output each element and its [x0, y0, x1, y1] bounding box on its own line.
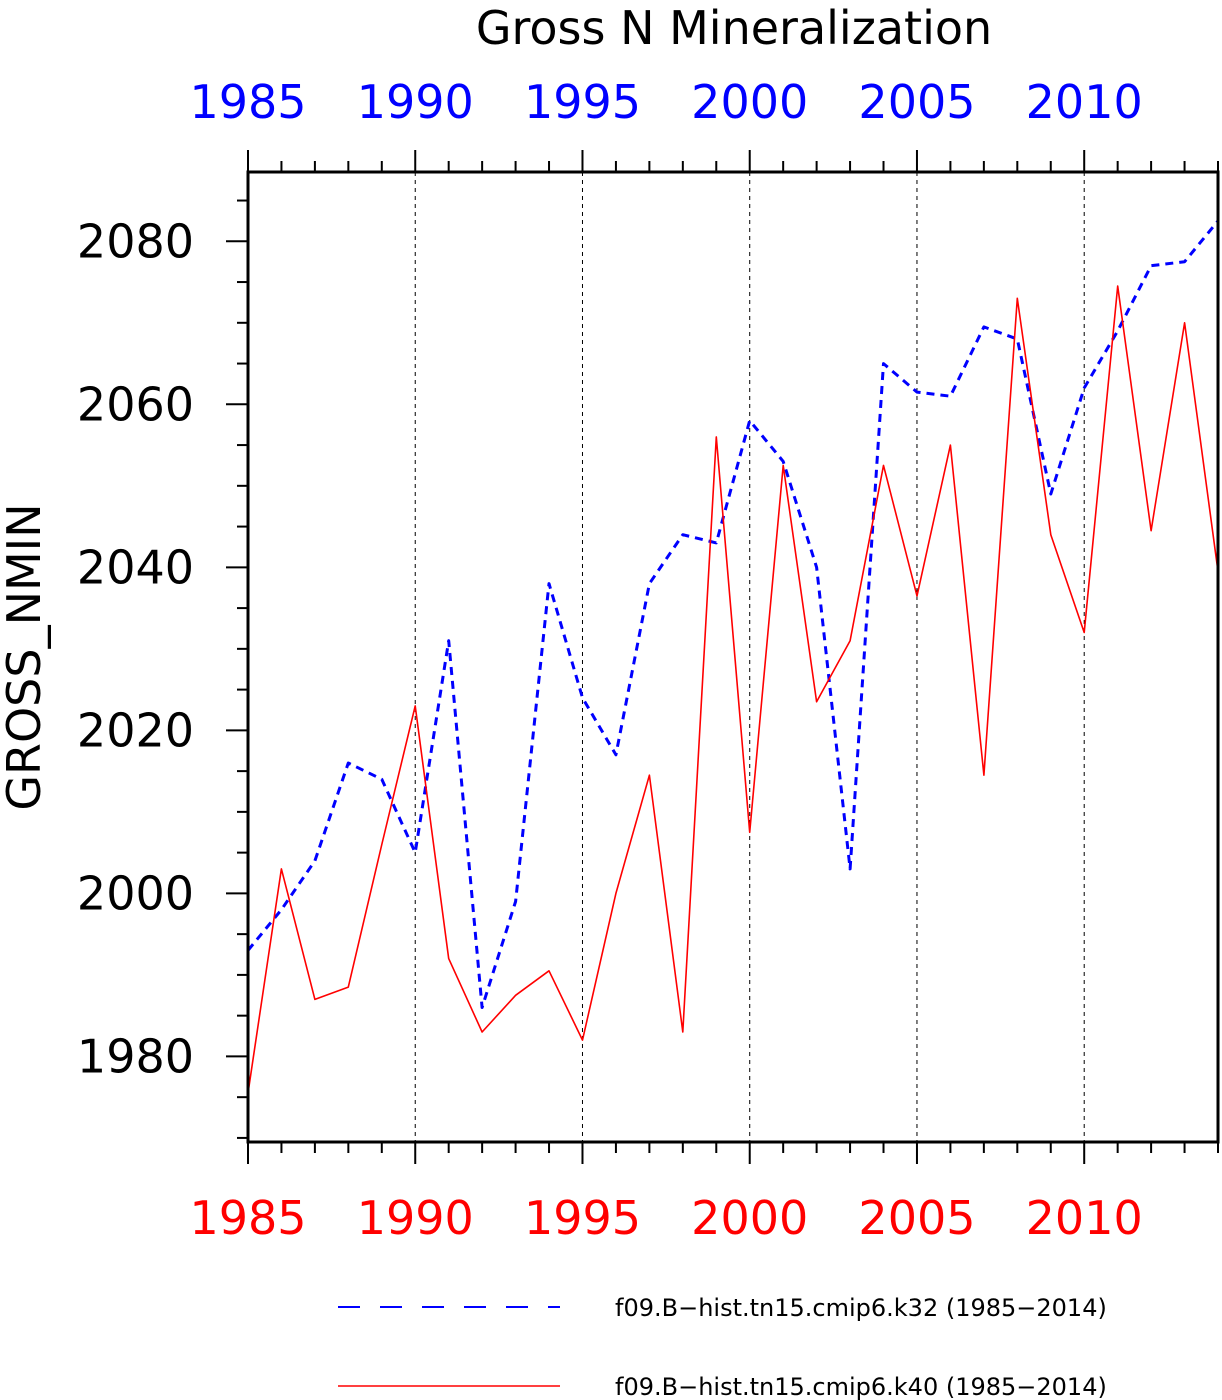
bottom-x-tick-label: 2005 — [858, 1191, 975, 1245]
series-line-2 — [247, 285, 1219, 1094]
y-tick-label: 2000 — [77, 866, 194, 920]
legend: f09.B−hist.tn15.cmip6.k32 (1985−2014) f09… — [338, 1294, 1107, 1400]
y-tick-label: 2080 — [77, 214, 194, 268]
y-tick-label: 2020 — [77, 703, 194, 757]
series-line-1 — [246, 219, 1220, 1009]
plot-series — [246, 219, 1220, 1094]
chart-title: Gross N Mineralization — [476, 1, 992, 55]
bottom-x-tick-label: 2000 — [691, 1191, 808, 1245]
legend-label-1: f09.B−hist.tn15.cmip6.k32 (1985−2014) — [615, 1294, 1107, 1322]
top-x-tick-label: 1985 — [189, 75, 306, 129]
top-x-tick-label: 2010 — [1026, 75, 1143, 129]
bottom-x-tick-label: 1985 — [189, 1191, 306, 1245]
y-tick-label: 2060 — [77, 377, 194, 431]
bottom-x-tick-label: 1995 — [524, 1191, 641, 1245]
plot-frame — [246, 170, 1220, 1144]
top-x-tick-label: 1990 — [357, 75, 474, 129]
y-axis-label: GROSS_NMIN — [0, 503, 51, 810]
axis-ticks — [226, 150, 1219, 1164]
y-tick-label: 2040 — [77, 540, 194, 594]
bottom-x-tick-label: 1990 — [357, 1191, 474, 1245]
legend-label-2: f09.B−hist.tn15.cmip6.k40 (1985−2014) — [615, 1373, 1107, 1400]
top-x-tick-label: 2000 — [691, 75, 808, 129]
tick-labels: 1985 1985 1990 1990 1995 1995 2000 2000 2005 2005… — [77, 75, 1143, 1245]
y-tick-label: 1980 — [77, 1029, 194, 1083]
gridlines — [414, 172, 1085, 1142]
bottom-x-tick-label: 2010 — [1026, 1191, 1143, 1245]
top-x-tick-label: 2005 — [858, 75, 975, 129]
top-x-tick-label: 1995 — [524, 75, 641, 129]
